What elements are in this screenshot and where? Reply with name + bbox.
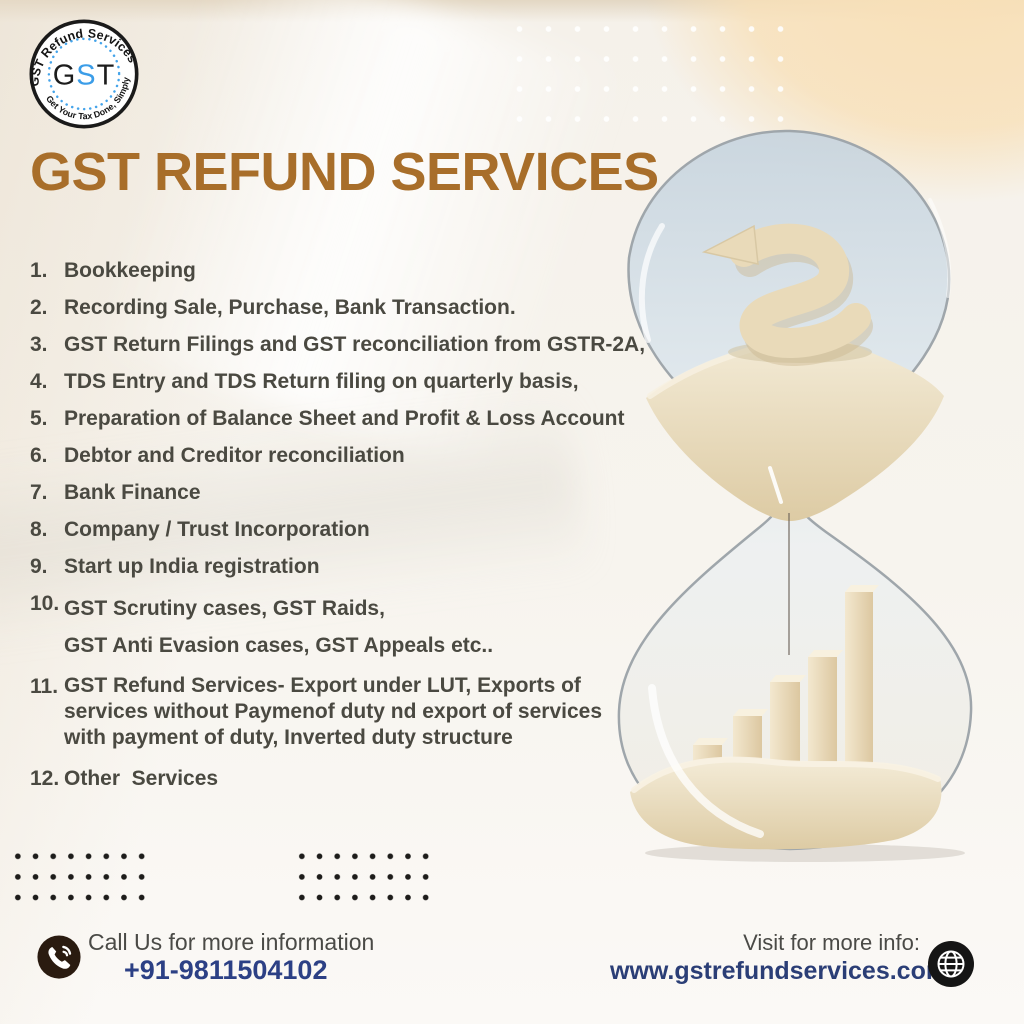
visit-label: Visit for more info: — [743, 930, 920, 955]
list-item-text: Other Services — [64, 767, 219, 790]
list-item: 8. Company / Trust Incorporation — [30, 516, 690, 543]
list-item: 6. Debtor and Creditor reconciliation — [30, 442, 690, 469]
list-item: 11. GST Refund Services- Export under LU… — [30, 673, 690, 751]
list-item-text: Preparation of Balance Sheet and Profit … — [64, 407, 625, 430]
list-item: 5. Preparation of Balance Sheet and Prof… — [30, 405, 690, 432]
list-item-number: 1. — [30, 259, 48, 282]
list-item: 9. Start up India registration — [30, 553, 690, 580]
list-item-text: Company / Trust Incorporation — [64, 518, 370, 541]
services-list: 1. Bookkeeping 2. Recording Sale, Purcha… — [30, 257, 690, 802]
bar-4 — [808, 650, 843, 773]
dot-grid-right — [290, 843, 432, 901]
globe-icon — [928, 941, 974, 987]
list-item: 1. Bookkeeping — [30, 257, 690, 284]
call-label: Call Us for more information — [88, 929, 375, 955]
list-item-number: 4. — [30, 370, 48, 393]
list-item-text: GST Refund Services- Export under LUT, E… — [64, 674, 602, 749]
list-item-number: 6. — [30, 444, 48, 467]
list-item-text: Debtor and Creditor reconciliation — [64, 444, 405, 467]
dollar-sand-sculpture — [701, 223, 873, 366]
bar-5 — [845, 585, 879, 772]
logo-ring — [29, 19, 139, 129]
list-item-number: 2. — [30, 296, 48, 319]
hourglass-illustration — [617, 129, 973, 862]
sand-bar-chart — [693, 585, 879, 775]
list-item: 3. GST Return Filings and GST reconcilia… — [30, 331, 690, 358]
bar-3 — [770, 675, 806, 774]
list-item-number: 10. — [30, 592, 60, 615]
list-item-number: 5. — [30, 407, 48, 430]
hourglass-shadow — [645, 844, 965, 862]
list-item: 10. GST Scrutiny cases, GST Raids, GST A… — [30, 590, 690, 664]
list-item-number: 7. — [30, 481, 48, 504]
page-title: GST REFUND SERVICES — [30, 142, 659, 202]
list-item-text: GST Return Filings and GST reconciliatio… — [64, 333, 646, 356]
logo-center-text: GST — [53, 59, 116, 91]
list-item: 4. TDS Entry and TDS Return filing on qu… — [30, 368, 690, 395]
phone-icon — [37, 935, 81, 979]
list-item: 12. Other Services — [30, 765, 690, 792]
dot-grid-left — [6, 843, 148, 901]
list-item-number: 3. — [30, 333, 48, 356]
white-dot-pattern — [505, 14, 787, 136]
list-item-text: Start up India registration — [64, 555, 320, 578]
list-item-number: 8. — [30, 518, 48, 541]
list-item-number: 11. — [30, 675, 59, 698]
list-item-text: Bank Finance — [64, 481, 201, 504]
list-item-number: 12. — [30, 767, 60, 790]
list-item: 2. Recording Sale, Purchase, Bank Transa… — [30, 294, 690, 321]
logo-dotted-ring — [47, 37, 121, 111]
list-item-text: TDS Entry and TDS Return filing on quart… — [64, 370, 579, 393]
list-item-number: 9. — [30, 555, 48, 578]
list-item-text: GST Scrutiny cases, GST Raids, GST Anti … — [64, 597, 494, 657]
website-url: www.gstrefundservices.com — [610, 957, 949, 985]
gst-logo: GST Refund Services Get Your Tax Done, S… — [22, 16, 141, 131]
list-item-text: Recording Sale, Purchase, Bank Transacti… — [64, 296, 516, 319]
glass-highlights — [638, 198, 952, 838]
list-item: 7. Bank Finance — [30, 479, 690, 506]
phone-number: +91-9811504102 — [124, 955, 328, 985]
list-item-text: Bookkeeping — [64, 259, 196, 282]
